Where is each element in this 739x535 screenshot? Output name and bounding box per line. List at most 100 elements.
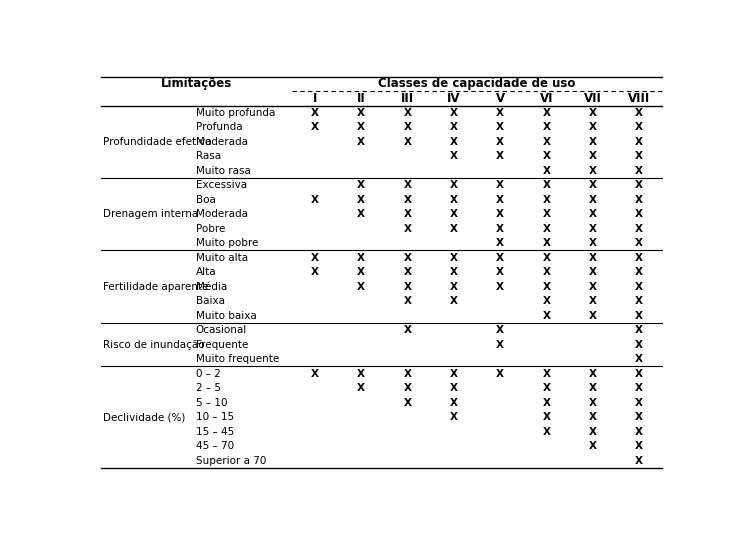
- Text: X: X: [542, 412, 551, 422]
- Text: Moderada: Moderada: [196, 137, 248, 147]
- Text: X: X: [542, 383, 551, 393]
- Text: X: X: [403, 398, 412, 408]
- Text: Fertilidade aparente: Fertilidade aparente: [103, 282, 208, 292]
- Text: X: X: [403, 253, 412, 263]
- Text: X: X: [357, 383, 365, 393]
- Text: X: X: [542, 166, 551, 176]
- Text: X: X: [542, 238, 551, 248]
- Text: X: X: [589, 180, 597, 190]
- Text: X: X: [450, 224, 458, 234]
- Text: X: X: [542, 137, 551, 147]
- Text: Excessiva: Excessiva: [196, 180, 247, 190]
- Text: X: X: [357, 137, 365, 147]
- Text: X: X: [357, 282, 365, 292]
- Text: X: X: [542, 224, 551, 234]
- Text: X: X: [635, 456, 643, 465]
- Text: X: X: [450, 253, 458, 263]
- Text: X: X: [357, 108, 365, 118]
- Text: Média: Média: [196, 282, 227, 292]
- Text: X: X: [635, 340, 643, 350]
- Text: Profundidade efetiva: Profundidade efetiva: [103, 137, 212, 147]
- Text: X: X: [635, 180, 643, 190]
- Text: X: X: [542, 151, 551, 161]
- Text: X: X: [496, 238, 504, 248]
- Text: X: X: [589, 238, 597, 248]
- Text: X: X: [450, 180, 458, 190]
- Text: Muito rasa: Muito rasa: [196, 166, 251, 176]
- Text: Muito baixa: Muito baixa: [196, 311, 256, 320]
- Text: X: X: [542, 123, 551, 132]
- Text: X: X: [542, 209, 551, 219]
- Text: X: X: [542, 296, 551, 306]
- Text: I: I: [313, 92, 317, 105]
- Text: Drenagem interna: Drenagem interna: [103, 209, 199, 219]
- Text: VIII: VIII: [628, 92, 650, 105]
- Text: X: X: [403, 383, 412, 393]
- Text: X: X: [635, 296, 643, 306]
- Text: X: X: [496, 325, 504, 335]
- Text: X: X: [635, 137, 643, 147]
- Text: X: X: [635, 123, 643, 132]
- Text: X: X: [403, 268, 412, 277]
- Text: X: X: [589, 296, 597, 306]
- Text: IV: IV: [447, 92, 460, 105]
- Text: 5 – 10: 5 – 10: [196, 398, 228, 408]
- Text: X: X: [403, 296, 412, 306]
- Text: X: X: [450, 296, 458, 306]
- Text: X: X: [450, 383, 458, 393]
- Text: X: X: [403, 108, 412, 118]
- Text: X: X: [635, 151, 643, 161]
- Text: X: X: [403, 224, 412, 234]
- Text: X: X: [403, 137, 412, 147]
- Text: X: X: [357, 253, 365, 263]
- Text: X: X: [542, 108, 551, 118]
- Text: Limitações: Limitações: [161, 77, 232, 90]
- Text: Muito frequente: Muito frequente: [196, 354, 279, 364]
- Text: V: V: [496, 92, 505, 105]
- Text: Frequente: Frequente: [196, 340, 248, 350]
- Text: VII: VII: [584, 92, 602, 105]
- Text: X: X: [589, 195, 597, 205]
- Text: X: X: [496, 123, 504, 132]
- Text: X: X: [589, 383, 597, 393]
- Text: X: X: [542, 282, 551, 292]
- Text: X: X: [357, 209, 365, 219]
- Text: X: X: [635, 253, 643, 263]
- Text: X: X: [542, 427, 551, 437]
- Text: 2 – 5: 2 – 5: [196, 383, 221, 393]
- Text: X: X: [450, 108, 458, 118]
- Text: X: X: [311, 253, 319, 263]
- Text: X: X: [450, 151, 458, 161]
- Text: 45 – 70: 45 – 70: [196, 441, 234, 451]
- Text: X: X: [450, 209, 458, 219]
- Text: X: X: [403, 123, 412, 132]
- Text: Muito profunda: Muito profunda: [196, 108, 275, 118]
- Text: X: X: [635, 311, 643, 320]
- Text: X: X: [589, 224, 597, 234]
- Text: X: X: [450, 268, 458, 277]
- Text: X: X: [542, 268, 551, 277]
- Text: X: X: [589, 253, 597, 263]
- Text: X: X: [635, 166, 643, 176]
- Text: X: X: [357, 369, 365, 379]
- Text: X: X: [496, 137, 504, 147]
- Text: X: X: [496, 209, 504, 219]
- Text: X: X: [635, 398, 643, 408]
- Text: X: X: [403, 325, 412, 335]
- Text: X: X: [589, 412, 597, 422]
- Text: X: X: [496, 224, 504, 234]
- Text: X: X: [403, 180, 412, 190]
- Text: III: III: [401, 92, 414, 105]
- Text: X: X: [589, 108, 597, 118]
- Text: X: X: [450, 369, 458, 379]
- Text: Ocasional: Ocasional: [196, 325, 247, 335]
- Text: X: X: [589, 427, 597, 437]
- Text: X: X: [589, 166, 597, 176]
- Text: X: X: [589, 268, 597, 277]
- Text: Muito pobre: Muito pobre: [196, 238, 258, 248]
- Text: X: X: [635, 383, 643, 393]
- Text: X: X: [635, 441, 643, 451]
- Text: Muito alta: Muito alta: [196, 253, 248, 263]
- Text: X: X: [311, 123, 319, 132]
- Text: 10 – 15: 10 – 15: [196, 412, 234, 422]
